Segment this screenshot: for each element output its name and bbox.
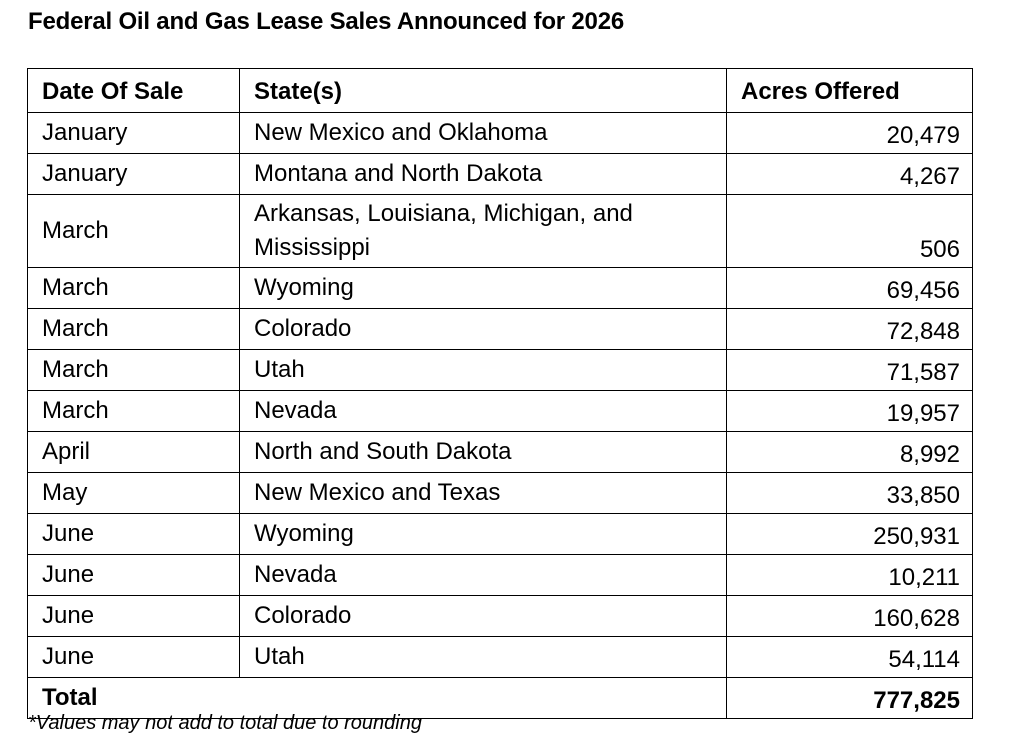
cell-date: March [27,267,240,309]
cell-states: Nevada [239,554,727,596]
table-row: March Utah 71,587 [27,349,973,391]
table-row: June Colorado 160,628 [27,595,973,637]
cell-states: Utah [239,636,727,678]
cell-acres: 72,848 [726,308,973,350]
cell-states: Arkansas, Louisiana, Michigan, and Missi… [239,194,727,268]
table-header-row: Date Of Sale State(s) Acres Offered [27,68,973,113]
cell-acres: 506 [726,194,973,268]
cell-acres: 33,850 [726,472,973,514]
header-states: State(s) [239,68,727,113]
cell-states: Wyoming [239,513,727,555]
cell-acres: 4,267 [726,153,973,195]
header-date-of-sale: Date Of Sale [27,68,240,113]
cell-acres: 20,479 [726,112,973,154]
cell-acres: 71,587 [726,349,973,391]
table-row: January New Mexico and Oklahoma 20,479 [27,112,973,154]
total-label: Total [27,677,727,719]
table-row: March Arkansas, Louisiana, Michigan, and… [27,194,973,268]
cell-acres: 19,957 [726,390,973,432]
header-acres-offered: Acres Offered [726,68,973,113]
cell-acres: 54,114 [726,636,973,678]
cell-date: March [27,349,240,391]
cell-date: June [27,513,240,555]
cell-states: Wyoming [239,267,727,309]
table-row: April North and South Dakota 8,992 [27,431,973,473]
total-row: Total 777,825 [27,677,973,719]
cell-states: New Mexico and Texas [239,472,727,514]
cell-acres: 160,628 [726,595,973,637]
cell-acres: 8,992 [726,431,973,473]
table-row: March Nevada 19,957 [27,390,973,432]
cell-states: Nevada [239,390,727,432]
cell-acres: 250,931 [726,513,973,555]
cell-acres: 10,211 [726,554,973,596]
cell-date: May [27,472,240,514]
table-row: May New Mexico and Texas 33,850 [27,472,973,514]
page-title: Federal Oil and Gas Lease Sales Announce… [28,8,625,35]
table-row: March Colorado 72,848 [27,308,973,350]
cell-date: March [27,390,240,432]
table-row: March Wyoming 69,456 [27,267,973,309]
total-acres: 777,825 [726,677,973,719]
cell-states: Colorado [239,308,727,350]
cell-date: June [27,595,240,637]
table-row: June Nevada 10,211 [27,554,973,596]
cell-states: Colorado [239,595,727,637]
cell-states: North and South Dakota [239,431,727,473]
table-row: June Wyoming 250,931 [27,513,973,555]
cell-states: Montana and North Dakota [239,153,727,195]
cell-date: April [27,431,240,473]
table-row: January Montana and North Dakota 4,267 [27,153,973,195]
lease-sales-table: Date Of Sale State(s) Acres Offered Janu… [27,68,973,719]
cell-date: January [27,153,240,195]
cell-date: March [27,308,240,350]
table-row: June Utah 54,114 [27,636,973,678]
cell-date: June [27,636,240,678]
cell-states: Utah [239,349,727,391]
cell-acres: 69,456 [726,267,973,309]
cell-states: New Mexico and Oklahoma [239,112,727,154]
cell-date: January [27,112,240,154]
footnote: *Values may not add to total due to roun… [28,712,422,734]
cell-date: March [27,194,240,268]
cell-date: June [27,554,240,596]
